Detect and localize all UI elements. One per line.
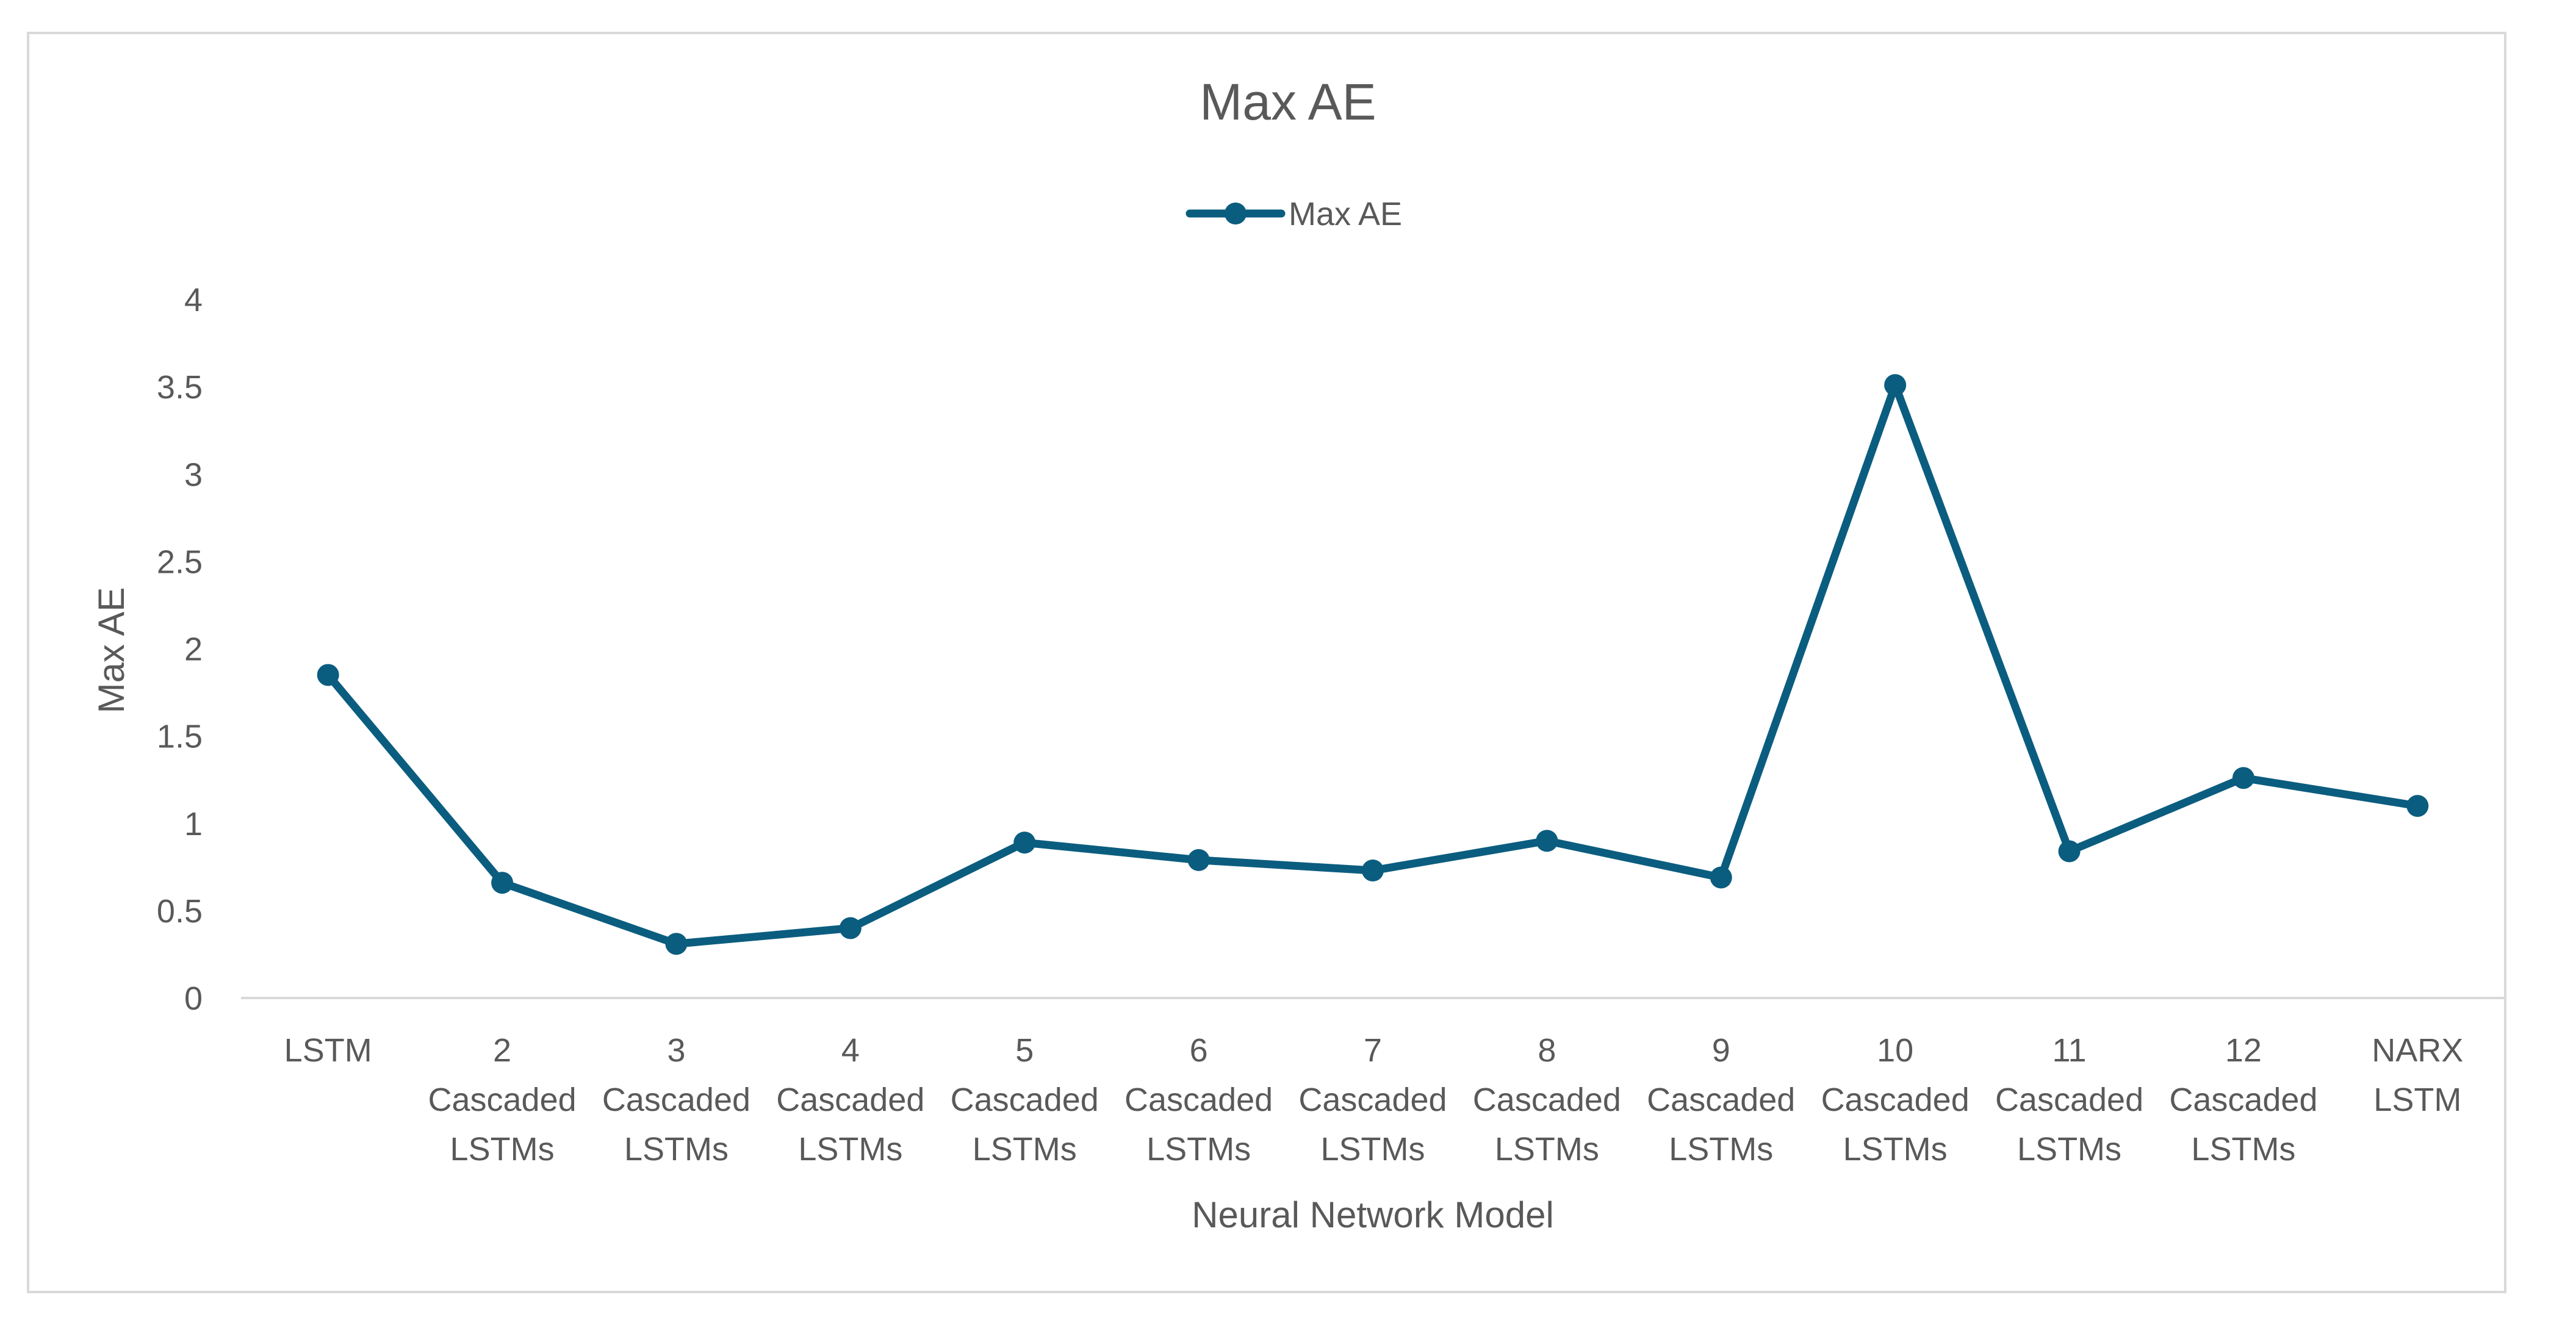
x-tick-label-line: Cascaded xyxy=(1473,1082,1621,1118)
x-tick-label-line: LSTMs xyxy=(624,1131,729,1168)
x-tick-label: 9 Cascaded LSTMs xyxy=(1647,1032,1795,1168)
x-tick-label: 12 Cascaded LSTMs xyxy=(2169,1032,2317,1168)
data-point xyxy=(665,933,688,955)
x-tick-label-line: LSTMs xyxy=(1669,1131,1773,1168)
y-tick-label: 0.5 xyxy=(157,893,203,930)
x-tick-label: 11 Cascaded LSTMs xyxy=(1995,1032,2143,1168)
y-axis-tick-labels: 0 0.5 1 1.5 2 2.5 3 3.5 4 xyxy=(157,282,203,1017)
legend-series-marker xyxy=(1225,203,1247,224)
x-tick-label-line: Cascaded xyxy=(1124,1082,1273,1118)
x-tick-label: 7 Cascaded LSTMs xyxy=(1298,1032,1447,1168)
x-tick-label-line: LSTMs xyxy=(1146,1131,1251,1168)
x-tick-label: 6 Cascaded LSTMs xyxy=(1124,1032,1273,1168)
x-tick-label-line: LSTM xyxy=(284,1032,372,1069)
x-tick-label-line: 2 xyxy=(493,1032,511,1069)
data-point xyxy=(317,664,339,686)
x-tick-label-line: LSTMs xyxy=(1495,1131,1599,1168)
x-tick-label: 10 Cascaded LSTMs xyxy=(1821,1032,1970,1168)
x-tick-label: 5 Cascaded LSTMs xyxy=(951,1032,1099,1168)
x-tick-label-line: NARX xyxy=(2372,1032,2463,1069)
x-tick-label-line: Cascaded xyxy=(776,1082,924,1118)
x-axis-tick-labels: LSTM 2 Cascaded LSTMs 3 Cascaded LSTMs 4 Cascade… xyxy=(284,1032,2464,1168)
data-point xyxy=(1710,866,1732,889)
x-tick-label-line: LSTMs xyxy=(798,1131,902,1168)
x-tick-label-line: Cascaded xyxy=(428,1082,576,1118)
y-tick-label: 1 xyxy=(184,806,203,842)
x-tick-label-line: 8 xyxy=(1538,1032,1556,1069)
x-tick-label-line: 3 xyxy=(667,1032,685,1069)
y-tick-label: 1.5 xyxy=(157,719,203,755)
legend-series-label: Max AE xyxy=(1289,196,1402,232)
x-tick-label-line: Cascaded xyxy=(1647,1082,1795,1118)
x-tick-label-line: 5 xyxy=(1015,1032,1034,1069)
x-tick-label-line: 12 xyxy=(2225,1032,2262,1069)
data-point xyxy=(2232,767,2254,789)
x-tick-label-line: 6 xyxy=(1190,1032,1208,1069)
x-tick-label-line: Cascaded xyxy=(1298,1082,1447,1118)
x-axis-title: Neural Network Model xyxy=(1192,1194,1554,1235)
x-tick-label: 2 Cascaded LSTMs xyxy=(428,1032,576,1168)
data-point xyxy=(1362,860,1384,882)
legend: Max AE xyxy=(1185,196,1402,232)
x-tick-label-line: LSTMs xyxy=(2191,1131,2295,1168)
x-tick-label-line: 4 xyxy=(841,1032,860,1069)
x-tick-label: 3 Cascaded LSTMs xyxy=(602,1032,750,1168)
x-tick-label-line: LSTMs xyxy=(973,1131,1077,1168)
x-tick-label-line: LSTM xyxy=(2373,1082,2461,1118)
data-point xyxy=(2058,840,2081,863)
x-tick-label-line: 10 xyxy=(1877,1032,1913,1069)
x-tick-label-line: 11 xyxy=(2053,1032,2087,1069)
x-tick-label-line: Cascaded xyxy=(1821,1082,1970,1118)
x-tick-label-line: LSTMs xyxy=(1843,1131,1948,1168)
x-tick-label-line: Cascaded xyxy=(1995,1082,2143,1118)
data-point xyxy=(491,872,514,894)
y-tick-label: 0 xyxy=(184,980,203,1017)
chart-title: Max AE xyxy=(1200,73,1376,131)
x-tick-label-line: Cascaded xyxy=(2169,1082,2317,1118)
x-tick-label-line: Cascaded xyxy=(602,1082,750,1118)
x-tick-label-line: Cascaded xyxy=(951,1082,1099,1118)
x-tick-label-line: LSTMs xyxy=(2017,1131,2121,1168)
data-point xyxy=(1536,830,1558,852)
x-tick-label: 8 Cascaded LSTMs xyxy=(1473,1032,1621,1168)
x-tick-label-line: 7 xyxy=(1364,1032,1382,1069)
data-point xyxy=(1884,374,1907,397)
y-tick-label: 2.5 xyxy=(157,544,203,580)
x-tick-label-line: LSTMs xyxy=(1320,1131,1425,1168)
y-tick-label: 3 xyxy=(184,456,203,493)
y-tick-label: 2 xyxy=(184,631,203,668)
x-tick-label: LSTM xyxy=(284,1032,372,1069)
y-axis-title: Max AE xyxy=(91,587,132,714)
x-tick-label-line: LSTMs xyxy=(450,1131,555,1168)
x-tick-label: 4 Cascaded LSTMs xyxy=(776,1032,924,1168)
y-tick-label: 4 xyxy=(184,282,203,318)
data-point xyxy=(839,917,862,939)
y-tick-label: 3.5 xyxy=(157,369,203,406)
x-tick-label-line: 9 xyxy=(1712,1032,1730,1069)
chart-area xyxy=(27,32,2506,1293)
data-point xyxy=(1187,849,1210,871)
series-max-ae xyxy=(317,374,2429,955)
data-point xyxy=(1013,831,1036,854)
x-tick-label: NARX LSTM xyxy=(2372,1032,2463,1118)
data-point xyxy=(2406,795,2429,817)
